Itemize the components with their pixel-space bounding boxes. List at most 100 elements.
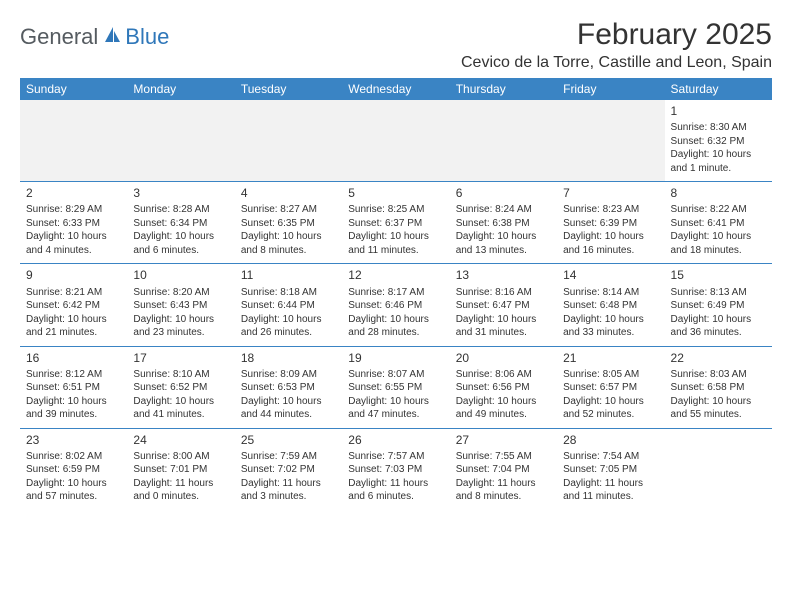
- calendar-cell: 21Sunrise: 8:05 AMSunset: 6:57 PMDayligh…: [557, 346, 664, 428]
- day-number: 18: [241, 350, 336, 366]
- calendar-cell: 9 Sunrise: 8:21 AMSunset: 6:42 PMDaylight…: [20, 264, 127, 346]
- sunrise-text: Sunrise: 8:21 AM: [26, 286, 121, 300]
- calendar-cell: 10Sunrise: 8:20 AMSunset: 6:43 PMDayligh…: [127, 264, 234, 346]
- day-number: 10: [133, 267, 228, 283]
- calendar-cell: 13Sunrise: 8:16 AMSunset: 6:47 PMDayligh…: [450, 264, 557, 346]
- sunrise-text: Sunrise: 8:23 AM: [563, 203, 658, 217]
- calendar-cell: 14Sunrise: 8:14 AMSunset: 6:48 PMDayligh…: [557, 264, 664, 346]
- daylight-text: Daylight: 10 hours and 21 minutes.: [26, 313, 121, 340]
- calendar-cell: 1Sunrise: 8:30 AMSunset: 6:32 PMDaylight…: [665, 100, 772, 182]
- sunrise-text: Sunrise: 8:20 AM: [133, 286, 228, 300]
- day-number: 16: [26, 350, 121, 366]
- day-number: 17: [133, 350, 228, 366]
- daylight-text: Daylight: 10 hours and 11 minutes.: [348, 230, 443, 257]
- sunrise-text: Sunrise: 8:02 AM: [26, 450, 121, 464]
- daylight-text: Daylight: 10 hours and 26 minutes.: [241, 313, 336, 340]
- calendar-cell: [557, 100, 664, 182]
- sunrise-text: Sunrise: 7:55 AM: [456, 450, 551, 464]
- sunset-text: Sunset: 6:32 PM: [671, 135, 766, 149]
- sunrise-text: Sunrise: 8:07 AM: [348, 368, 443, 382]
- day-number: 26: [348, 432, 443, 448]
- sunset-text: Sunset: 6:49 PM: [671, 299, 766, 313]
- day-number: 23: [26, 432, 121, 448]
- calendar-cell: 8Sunrise: 8:22 AMSunset: 6:41 PMDaylight…: [665, 182, 772, 264]
- sunset-text: Sunset: 6:42 PM: [26, 299, 121, 313]
- sunrise-text: Sunrise: 7:57 AM: [348, 450, 443, 464]
- daylight-text: Daylight: 10 hours and 44 minutes.: [241, 395, 336, 422]
- sunset-text: Sunset: 7:05 PM: [563, 463, 658, 477]
- sunset-text: Sunset: 6:47 PM: [456, 299, 551, 313]
- logo-text-blue: Blue: [125, 24, 169, 50]
- calendar-cell: 2Sunrise: 8:29 AMSunset: 6:33 PMDaylight…: [20, 182, 127, 264]
- sunset-text: Sunset: 6:46 PM: [348, 299, 443, 313]
- calendar-table: SundayMondayTuesdayWednesdayThursdayFrid…: [20, 78, 772, 510]
- sunrise-text: Sunrise: 8:16 AM: [456, 286, 551, 300]
- calendar-week-row: 9Sunrise: 8:21 AMSunset: 6:42 PMDaylight…: [20, 264, 772, 346]
- sunset-text: Sunset: 6:53 PM: [241, 381, 336, 395]
- sunrise-text: Sunrise: 8:00 AM: [133, 450, 228, 464]
- daylight-text: Daylight: 10 hours and 47 minutes.: [348, 395, 443, 422]
- daylight-text: Daylight: 10 hours and 23 minutes.: [133, 313, 228, 340]
- day-header: Friday: [557, 78, 664, 100]
- calendar-cell: [127, 100, 234, 182]
- sunset-text: Sunset: 6:34 PM: [133, 217, 228, 231]
- sunset-text: Sunset: 6:52 PM: [133, 381, 228, 395]
- day-header: Tuesday: [235, 78, 342, 100]
- day-header: Saturday: [665, 78, 772, 100]
- calendar-cell: 20Sunrise: 8:06 AMSunset: 6:56 PMDayligh…: [450, 346, 557, 428]
- day-header: Sunday: [20, 78, 127, 100]
- page-title: February 2025: [461, 18, 772, 52]
- sunrise-text: Sunrise: 8:28 AM: [133, 203, 228, 217]
- sunrise-text: Sunrise: 8:22 AM: [671, 203, 766, 217]
- daylight-text: Daylight: 10 hours and 39 minutes.: [26, 395, 121, 422]
- calendar-cell: [20, 100, 127, 182]
- day-number: 28: [563, 432, 658, 448]
- title-block: February 2025 Cevico de la Torre, Castil…: [461, 18, 772, 72]
- sunset-text: Sunset: 6:37 PM: [348, 217, 443, 231]
- daylight-text: Daylight: 10 hours and 31 minutes.: [456, 313, 551, 340]
- calendar-cell: 22Sunrise: 8:03 AMSunset: 6:58 PMDayligh…: [665, 346, 772, 428]
- sunset-text: Sunset: 6:51 PM: [26, 381, 121, 395]
- logo-text-general: General: [20, 24, 98, 50]
- calendar-cell: 6Sunrise: 8:24 AMSunset: 6:38 PMDaylight…: [450, 182, 557, 264]
- sunset-text: Sunset: 7:03 PM: [348, 463, 443, 477]
- header: General Blue February 2025 Cevico de la …: [20, 18, 772, 72]
- calendar-header-row: SundayMondayTuesdayWednesdayThursdayFrid…: [20, 78, 772, 100]
- daylight-text: Daylight: 10 hours and 36 minutes.: [671, 313, 766, 340]
- sunset-text: Sunset: 7:01 PM: [133, 463, 228, 477]
- day-number: 2: [26, 185, 121, 201]
- sunrise-text: Sunrise: 8:05 AM: [563, 368, 658, 382]
- sunrise-text: Sunrise: 8:09 AM: [241, 368, 336, 382]
- sunrise-text: Sunrise: 8:12 AM: [26, 368, 121, 382]
- daylight-text: Daylight: 10 hours and 8 minutes.: [241, 230, 336, 257]
- sunrise-text: Sunrise: 8:06 AM: [456, 368, 551, 382]
- calendar-cell: [235, 100, 342, 182]
- sunset-text: Sunset: 6:55 PM: [348, 381, 443, 395]
- sunset-text: Sunset: 6:59 PM: [26, 463, 121, 477]
- daylight-text: Daylight: 11 hours and 6 minutes.: [348, 477, 443, 504]
- daylight-text: Daylight: 10 hours and 52 minutes.: [563, 395, 658, 422]
- sunset-text: Sunset: 6:35 PM: [241, 217, 336, 231]
- day-number: 9: [26, 267, 121, 283]
- location-subtitle: Cevico de la Torre, Castille and Leon, S…: [461, 54, 772, 72]
- day-number: 4: [241, 185, 336, 201]
- daylight-text: Daylight: 11 hours and 8 minutes.: [456, 477, 551, 504]
- calendar-cell: [342, 100, 449, 182]
- daylight-text: Daylight: 11 hours and 11 minutes.: [563, 477, 658, 504]
- sunset-text: Sunset: 6:38 PM: [456, 217, 551, 231]
- daylight-text: Daylight: 10 hours and 1 minute.: [671, 148, 766, 175]
- sunrise-text: Sunrise: 8:14 AM: [563, 286, 658, 300]
- logo: General Blue: [20, 18, 169, 50]
- sunrise-text: Sunrise: 8:25 AM: [348, 203, 443, 217]
- calendar-cell: 28Sunrise: 7:54 AMSunset: 7:05 PMDayligh…: [557, 428, 664, 510]
- calendar-cell: [450, 100, 557, 182]
- calendar-week-row: 16Sunrise: 8:12 AMSunset: 6:51 PMDayligh…: [20, 346, 772, 428]
- calendar-cell: 19Sunrise: 8:07 AMSunset: 6:55 PMDayligh…: [342, 346, 449, 428]
- calendar-cell: 7Sunrise: 8:23 AMSunset: 6:39 PMDaylight…: [557, 182, 664, 264]
- daylight-text: Daylight: 11 hours and 0 minutes.: [133, 477, 228, 504]
- sunrise-text: Sunrise: 8:24 AM: [456, 203, 551, 217]
- sunset-text: Sunset: 7:02 PM: [241, 463, 336, 477]
- day-number: 8: [671, 185, 766, 201]
- day-number: 1: [671, 103, 766, 119]
- sunset-text: Sunset: 6:57 PM: [563, 381, 658, 395]
